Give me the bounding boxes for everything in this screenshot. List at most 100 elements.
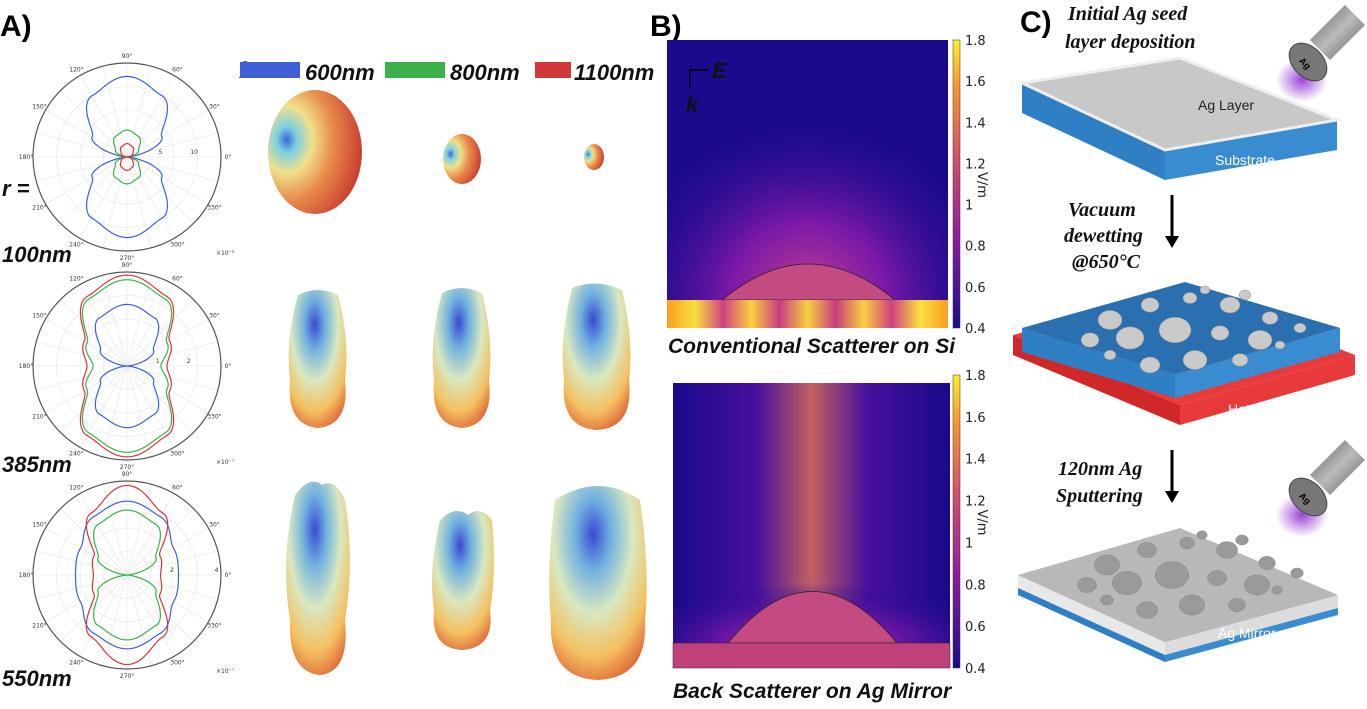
colorbar-tick-label: 0.8 [965, 240, 986, 255]
radial-tick-label: 10 [190, 149, 198, 156]
colorbar-tick-label: 0.6 [965, 620, 986, 635]
sputter-target-2: Ag [1276, 440, 1365, 537]
angle-tick-label: 60° [172, 276, 183, 283]
pattern-550nm-600 [286, 481, 350, 675]
island [1238, 289, 1252, 301]
angle-tick-label: 90° [122, 471, 133, 478]
legend-label-600: 600nm [305, 60, 375, 85]
angle-tick-label: 270° [120, 255, 134, 262]
row-label-100nm: 100nm [2, 242, 72, 267]
island [1274, 340, 1286, 350]
panel-b-label: B) [650, 10, 682, 43]
colorbar-tick-label: 0.8 [965, 578, 986, 593]
angle-tick-label: 60° [172, 67, 183, 74]
legend-label-1100: 1100nm [574, 60, 654, 85]
island [1179, 536, 1195, 550]
island [1080, 332, 1100, 348]
polar-frame [32, 271, 222, 461]
island [1290, 567, 1304, 579]
island [1244, 574, 1270, 596]
caption-back-scatterer: Back Scatterer on Ag Mirror [673, 680, 953, 703]
step1-line1: Initial Ag seed [1067, 3, 1188, 25]
angle-tick-label: 270° [120, 464, 134, 471]
step3-line2: Sputtering [1056, 485, 1143, 507]
colorbar-tick-label: 1.2 [965, 495, 986, 510]
island [1100, 594, 1114, 606]
colorbar-tick-label: 0.4 [965, 662, 986, 677]
multiplier-label: ×10⁻⁷ [216, 459, 235, 466]
island [1182, 350, 1208, 370]
angle-tick-label: 120° [69, 485, 83, 492]
step3-line1: 120nm Ag [1058, 458, 1142, 480]
island [1219, 296, 1241, 314]
angle-tick-label: 300° [170, 659, 184, 666]
slab-ag-mirror: Ag Mirror [1018, 528, 1338, 662]
caption-conventional: Conventional Scatterer on Si [668, 335, 956, 358]
angle-tick-label: 180° [19, 572, 33, 579]
step2-line1: Vacuum [1068, 199, 1136, 221]
angle-tick-label: 30° [209, 104, 220, 111]
angle-tick-label: 0° [225, 154, 232, 161]
island [1094, 554, 1120, 576]
pattern-550nm-1100 [549, 486, 647, 680]
island [1210, 325, 1230, 341]
colorbar-tick-label: 1.4 [965, 453, 986, 468]
colorbar-unit: V/m [974, 172, 989, 198]
island [1179, 594, 1205, 616]
angle-tick-label: 300° [170, 241, 184, 248]
island [1199, 285, 1211, 295]
colorbar-tick-label: 1.2 [965, 157, 986, 172]
pattern-100nm-1100 [584, 144, 604, 170]
island [1139, 356, 1161, 374]
angle-tick-label: 120° [69, 276, 83, 283]
radial-tick-label: 1 [156, 358, 160, 365]
panel-c-label: C) [1020, 6, 1052, 39]
axis-k-label: k [686, 92, 700, 117]
ag-mirror-layer [672, 642, 951, 669]
field-map-back-scatterer [672, 383, 951, 669]
island [1207, 570, 1227, 586]
pattern-550nm-800 [432, 511, 495, 650]
colorbar-tick-label: 1.8 [965, 34, 986, 49]
polar-series-1100nm [79, 274, 175, 458]
colorbar-tick-label: 1.4 [965, 116, 986, 131]
colorbars: 1.8 1.6 1.4 1.2 1 0.8 0.6 0.4 V/m 1.8 1.6 1.4 1.2 1 0.… [952, 34, 989, 677]
island [1137, 542, 1157, 558]
radial-tick-label: 5 [159, 149, 163, 156]
pattern-100nm-800 [443, 134, 481, 184]
multiplier-label: ×10⁻⁷ [216, 668, 235, 675]
island [1235, 534, 1249, 546]
angle-tick-label: 30° [209, 313, 220, 320]
legend-label-800: 800nm [450, 60, 520, 85]
multiplier-label: ×10⁻⁹ [216, 250, 235, 257]
field-map-conventional: E k [667, 40, 948, 328]
polar-frame [32, 62, 222, 252]
mirror-craters [1077, 530, 1304, 619]
angle-tick-label: 0° [225, 572, 232, 579]
colorbar-1: 1.8 1.6 1.4 1.2 1 0.8 0.6 0.4 V/m [952, 34, 989, 337]
radial-tick-label: 4 [215, 567, 219, 574]
pattern-385nm-1100 [562, 283, 631, 430]
angle-tick-label: 240° [69, 241, 83, 248]
step2-line2: dewetting [1064, 225, 1143, 247]
colorbar-tick-label: 1.8 [965, 369, 986, 384]
radial-tick-label: 2 [170, 567, 174, 574]
sputter-target-1: Ag [1276, 5, 1365, 102]
island [1271, 585, 1283, 595]
polar-series-600nm [74, 500, 180, 650]
scattering-patterns [268, 90, 647, 680]
polar-series-800nm [81, 279, 173, 453]
angle-tick-label: 330° [207, 414, 221, 421]
legend-swatch-1100 [535, 62, 571, 78]
polar-series-800nm [92, 509, 162, 641]
step2-line3: @650°C [1072, 251, 1141, 273]
ag-layer-label: Ag Layer [1198, 97, 1254, 113]
hot-plate-label: Hot Plate [1228, 401, 1286, 417]
colorbar-2: 1.8 1.6 1.4 1.2 1 0.8 0.6 0.4 V/m [952, 369, 989, 677]
axis-arrows-icon [689, 69, 708, 88]
silver-islands [1080, 285, 1307, 374]
island [1158, 316, 1192, 344]
island [1231, 353, 1249, 367]
angle-tick-label: 150° [32, 313, 46, 320]
island [1261, 311, 1279, 325]
